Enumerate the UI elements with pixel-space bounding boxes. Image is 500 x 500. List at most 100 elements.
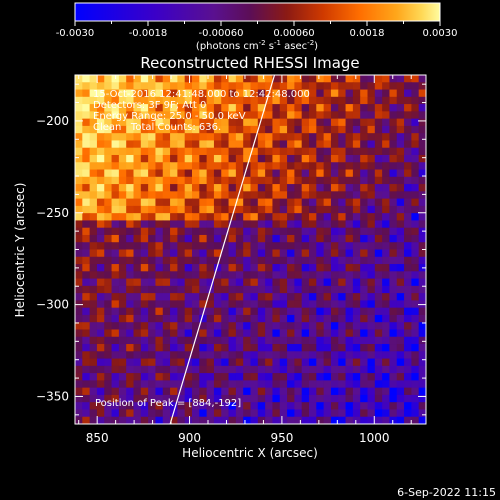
heatmap-cell bbox=[206, 176, 215, 185]
heatmap-cell bbox=[411, 300, 420, 309]
heatmap-cell bbox=[279, 336, 288, 345]
heatmap-cell bbox=[140, 184, 149, 192]
heatmap-cell bbox=[272, 387, 281, 396]
heatmap-cell bbox=[140, 271, 149, 280]
heatmap-cell bbox=[301, 278, 310, 287]
heatmap-cell bbox=[352, 125, 361, 134]
heatmap-cell bbox=[170, 402, 178, 411]
heatmap-cell bbox=[316, 365, 325, 374]
heatmap-cell bbox=[360, 198, 369, 207]
heatmap-cell bbox=[396, 162, 405, 171]
heatmap-cell bbox=[287, 169, 295, 178]
heatmap-cell bbox=[148, 314, 157, 323]
heatmap-cell bbox=[206, 264, 215, 272]
heatmap-cell bbox=[316, 96, 325, 105]
heatmap-cell bbox=[250, 264, 259, 272]
heatmap-cell bbox=[228, 365, 237, 374]
heatmap-cell bbox=[75, 118, 83, 127]
heatmap-cell bbox=[309, 198, 317, 207]
heatmap-cell bbox=[250, 300, 259, 309]
heatmap-cell bbox=[257, 213, 266, 222]
heatmap-cell bbox=[360, 322, 369, 331]
heatmap-cell bbox=[250, 285, 259, 294]
heatmap-cell bbox=[192, 205, 200, 214]
heatmap-cell bbox=[228, 387, 237, 396]
heatmap-cell bbox=[345, 111, 354, 120]
heatmap-cell bbox=[213, 264, 222, 272]
heatmap-cell bbox=[418, 409, 426, 418]
heatmap-cell bbox=[330, 249, 339, 258]
heatmap-cell bbox=[396, 169, 405, 178]
heatmap-cell bbox=[418, 271, 426, 280]
heatmap-cell bbox=[360, 285, 369, 294]
heatmap-cell bbox=[235, 322, 244, 331]
heatmap-cell bbox=[265, 198, 274, 207]
heatmap-cell bbox=[374, 249, 383, 258]
heatmap-cell bbox=[243, 249, 252, 258]
heatmap-cell bbox=[235, 198, 244, 207]
heatmap-cell bbox=[192, 329, 200, 338]
heatmap-cell bbox=[177, 358, 186, 367]
heatmap-cell bbox=[228, 154, 237, 163]
heatmap-cell bbox=[309, 358, 317, 367]
heatmap-cell bbox=[133, 147, 142, 156]
heatmap-cell bbox=[279, 125, 288, 134]
heatmap-cell bbox=[155, 344, 164, 352]
heatmap-cell bbox=[367, 351, 376, 360]
heatmap-cell bbox=[294, 198, 303, 207]
heatmap-cell bbox=[323, 242, 332, 251]
heatmap-cell bbox=[118, 307, 127, 316]
heatmap-cell bbox=[89, 140, 98, 149]
heatmap-cell bbox=[396, 256, 405, 265]
heatmap-cell bbox=[228, 89, 237, 98]
heatmap-cell bbox=[316, 234, 325, 243]
heatmap-cell bbox=[367, 249, 376, 258]
heatmap-cell bbox=[155, 96, 164, 105]
heatmap-cell bbox=[96, 416, 105, 424]
heatmap-cell bbox=[133, 293, 142, 301]
heatmap-cell bbox=[213, 96, 222, 105]
heatmap-cell bbox=[148, 264, 157, 272]
heatmap-cell bbox=[374, 104, 383, 112]
heatmap-cell bbox=[184, 402, 193, 411]
heatmap-cell bbox=[213, 104, 222, 112]
heatmap-cell bbox=[228, 220, 237, 229]
heatmap-cell bbox=[338, 213, 347, 222]
heatmap-cell bbox=[155, 409, 164, 418]
heatmap-cell bbox=[389, 191, 398, 200]
heatmap-cell bbox=[360, 220, 369, 229]
heatmap-cell bbox=[250, 322, 259, 331]
heatmap-cell bbox=[287, 205, 295, 214]
heatmap-cell bbox=[279, 133, 288, 142]
heatmap-cell bbox=[148, 147, 157, 156]
heatmap-cell bbox=[104, 82, 113, 91]
heatmap-cell bbox=[199, 409, 208, 418]
heatmap-cell bbox=[243, 205, 252, 214]
heatmap-cell bbox=[382, 249, 391, 258]
heatmap-cell bbox=[133, 169, 142, 178]
heatmap-cell bbox=[162, 242, 171, 251]
heatmap-cell bbox=[155, 416, 164, 424]
heatmap-cell bbox=[330, 351, 339, 360]
heatmap-cell bbox=[75, 242, 83, 251]
heatmap-cell bbox=[82, 75, 91, 83]
heatmap-cell bbox=[279, 358, 288, 367]
heatmap-cell bbox=[360, 271, 369, 280]
heatmap-cell bbox=[228, 118, 237, 127]
heatmap-cell bbox=[206, 344, 215, 352]
heatmap-cell bbox=[360, 293, 369, 301]
heatmap-cell bbox=[243, 314, 252, 323]
heatmap-cell bbox=[126, 75, 135, 83]
heatmap-cell bbox=[235, 365, 244, 374]
heatmap-cell bbox=[301, 191, 310, 200]
colorbar-ticks bbox=[74, 21, 441, 26]
heatmap-cell bbox=[294, 344, 303, 352]
heatmap-cell bbox=[396, 278, 405, 287]
heatmap-cell bbox=[301, 365, 310, 374]
heatmap-cell bbox=[411, 96, 420, 105]
heatmap-cell bbox=[279, 220, 288, 229]
heatmap-cell bbox=[382, 358, 391, 367]
heatmap-cell bbox=[257, 140, 266, 149]
observation-info: 15-Oct-2016 12:41:48.000 to 12:42:48.000… bbox=[93, 89, 310, 133]
heatmap-cell bbox=[279, 307, 288, 316]
